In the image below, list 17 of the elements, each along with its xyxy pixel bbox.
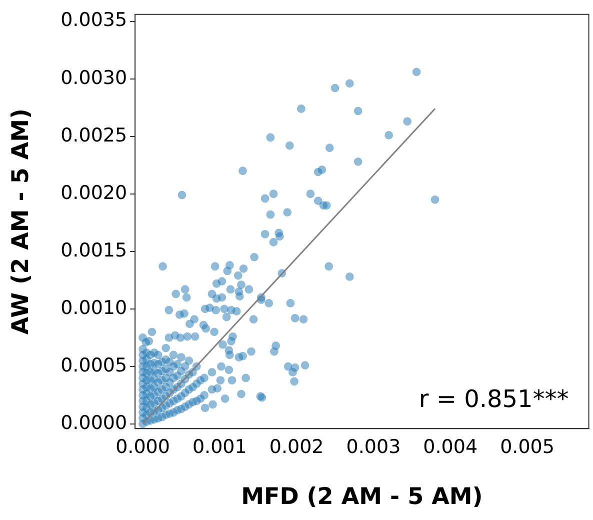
annotation: r = 0.851*** (418, 384, 569, 413)
y-tick-label: 0.0005 (60, 354, 128, 376)
y-tick-label: 0.0025 (60, 124, 128, 146)
y-tick-label: 0.0000 (60, 412, 128, 434)
x-tick-label: 0.003 (346, 436, 401, 458)
x-tick-label: 0.000 (116, 436, 170, 458)
x-tick-label: 0.004 (423, 436, 478, 458)
y-tick-label: 0.0010 (60, 296, 128, 319)
y-tick-label: 0.0020 (60, 182, 128, 204)
x-tick-label: 0.002 (269, 436, 324, 458)
y-tick-label: 0.0035 (60, 9, 128, 32)
y-tick-label: 0.0030 (60, 66, 128, 89)
x-tick-label: 0.001 (192, 436, 247, 458)
x-tick-label: 0.005 (500, 436, 554, 458)
y-axis-title: AW (2 AM - 5 AM) (8, 108, 34, 335)
x-axis-title: MFD (2 AM - 5 AM) (241, 484, 483, 510)
y-tick-label: 0.0015 (60, 239, 128, 262)
